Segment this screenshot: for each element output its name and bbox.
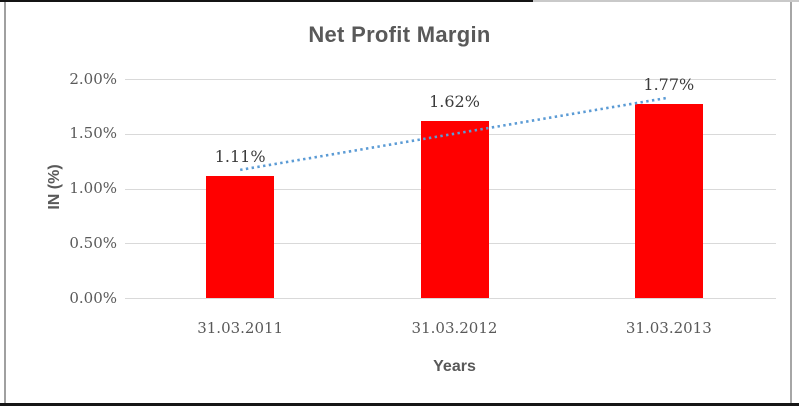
plot-area: 1.11% 31.03.2011 1.62% 31.03.2012 1.77% 31.03… xyxy=(133,75,776,337)
trendline xyxy=(239,96,670,172)
gridline xyxy=(125,79,776,80)
bar xyxy=(206,176,275,298)
x-axis-category-label: 31.03.2012 xyxy=(411,319,498,337)
frame-border-right xyxy=(790,2,792,403)
bar-value-label: 1.62% xyxy=(429,91,480,111)
y-axis-tick-label: 0.50% xyxy=(69,233,117,252)
frame-border-left xyxy=(4,2,6,403)
gridline xyxy=(125,298,776,299)
x-axis-title: Years xyxy=(433,358,476,375)
y-axis-tick-label: 1.50% xyxy=(69,124,117,143)
x-axis-category-label: 31.03.2013 xyxy=(625,319,712,337)
chart-title: Net Profit Margin xyxy=(308,22,491,47)
y-axis-tick-label: 2.00% xyxy=(69,69,117,88)
bar-value-label: 1.11% xyxy=(214,147,266,167)
y-axis-tick-label: 0.00% xyxy=(69,288,117,307)
frame-border-bottom xyxy=(0,403,799,406)
y-axis-tick-label: 1.00% xyxy=(69,179,117,197)
bar xyxy=(634,104,703,298)
bar xyxy=(420,120,489,298)
bar-value-label: 1.77% xyxy=(643,75,695,95)
frame-border-top xyxy=(0,0,799,2)
y-axis-tick-labels: 2.00% 1.50% 1.00% 0.50% 0.00% xyxy=(0,0,117,407)
x-axis-category-label: 31.03.2011 xyxy=(197,319,284,337)
